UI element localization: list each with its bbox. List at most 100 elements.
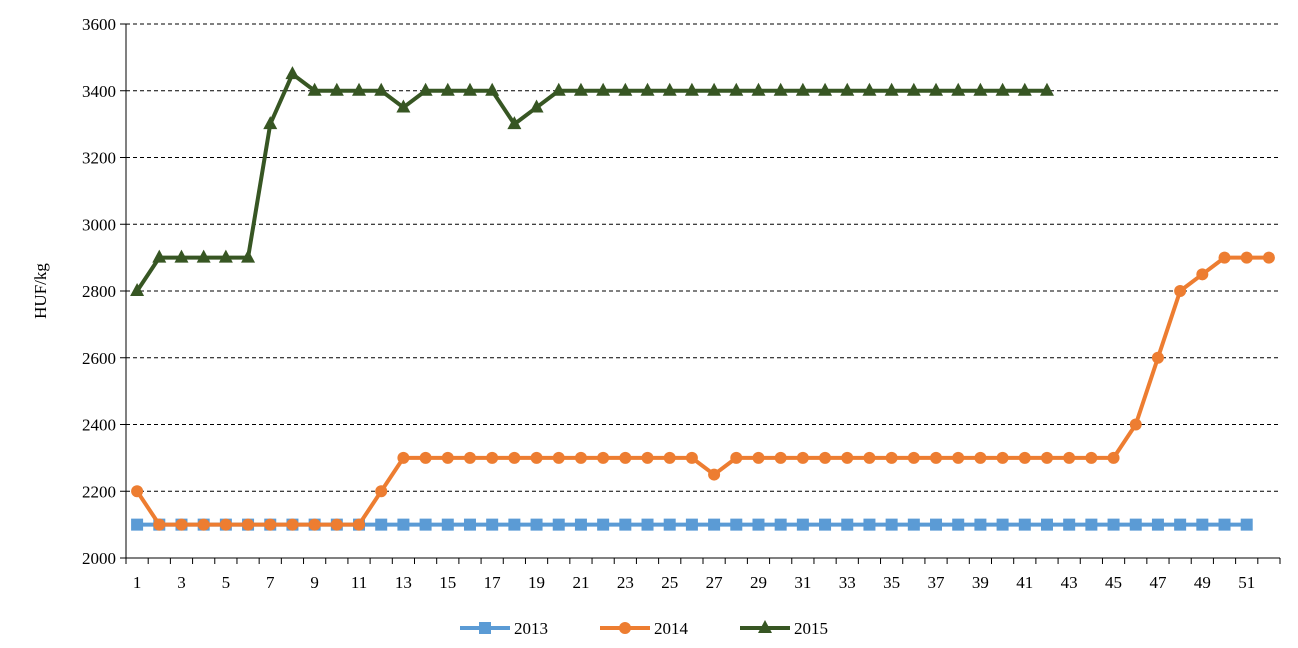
data-point-2014 (1018, 451, 1031, 464)
data-point-2013 (1218, 518, 1231, 531)
x-tick-label: 41 (1016, 573, 1033, 592)
data-point-2015 (263, 116, 278, 130)
data-point-2014 (752, 451, 765, 464)
y-axis-title: HUF/kg (31, 263, 50, 319)
data-point-2013 (930, 518, 943, 531)
data-point-2014 (1174, 285, 1187, 297)
data-point-2015 (1039, 82, 1054, 96)
legend-label: 2014 (654, 619, 689, 638)
data-point-2015 (396, 99, 411, 113)
data-point-2014 (641, 451, 654, 464)
series-lines (130, 66, 1275, 531)
data-point-2015 (152, 249, 167, 263)
data-point-2013 (752, 518, 765, 531)
x-tick-label: 11 (351, 573, 367, 592)
data-point-2013 (1196, 518, 1209, 531)
data-point-2015 (352, 82, 367, 96)
data-point-2014 (508, 451, 521, 464)
data-point-2013 (841, 518, 854, 531)
data-point-2013 (574, 518, 587, 531)
data-point-2014 (530, 451, 543, 464)
data-point-2014 (1196, 268, 1209, 281)
legend-label: 2015 (794, 619, 828, 638)
data-point-2014 (1240, 251, 1253, 264)
data-point-2013 (996, 518, 1009, 531)
y-tick-label: 2200 (82, 482, 116, 501)
data-point-2013 (863, 518, 876, 531)
data-point-2013 (1151, 518, 1164, 531)
data-point-2014 (286, 518, 299, 531)
legend-swatch-marker (479, 622, 491, 634)
data-point-2013 (419, 518, 432, 531)
data-point-2014 (1151, 351, 1164, 364)
data-point-2014 (663, 451, 676, 464)
data-point-2014 (730, 451, 743, 464)
data-point-2015 (618, 82, 633, 96)
x-tick-label: 33 (839, 573, 856, 592)
data-point-2014 (1063, 451, 1076, 464)
data-point-2013 (708, 518, 721, 531)
data-point-2014 (219, 518, 232, 531)
data-point-2015 (773, 82, 788, 96)
x-tick-label: 37 (928, 573, 946, 592)
x-tick-label: 7 (266, 573, 275, 592)
x-tick-label: 27 (706, 573, 724, 592)
data-point-2013 (1063, 518, 1076, 531)
y-tick-label: 2600 (82, 349, 116, 368)
data-point-2014 (1085, 451, 1098, 464)
data-point-2013 (885, 518, 898, 531)
data-point-2014 (197, 518, 210, 531)
data-point-2013 (552, 518, 565, 531)
data-point-2015 (418, 82, 433, 96)
gridlines (126, 23, 1280, 492)
series-2015 (130, 66, 1054, 296)
data-point-2015 (995, 82, 1010, 96)
data-point-2013 (508, 518, 521, 531)
data-point-2015 (529, 99, 544, 113)
data-point-2014 (397, 451, 410, 464)
legend-item-2013: 2013 (460, 619, 548, 638)
y-tick-label: 2400 (82, 416, 116, 435)
data-point-2015 (707, 82, 722, 96)
data-point-2015 (1017, 82, 1032, 96)
data-point-2013 (530, 518, 543, 531)
legend-label: 2013 (514, 619, 548, 638)
data-point-2015 (862, 82, 877, 96)
data-point-2014 (685, 451, 698, 464)
data-point-2015 (196, 249, 211, 263)
data-point-2013 (974, 518, 987, 531)
data-point-2014 (574, 451, 587, 464)
y-tick-label: 2800 (82, 282, 116, 301)
y-tick-label: 3600 (82, 15, 116, 34)
data-point-2013 (597, 518, 610, 531)
y-tick-label: 3000 (82, 215, 116, 234)
x-tick-label: 51 (1238, 573, 1255, 592)
data-point-2015 (884, 82, 899, 96)
data-point-2014 (708, 468, 721, 481)
data-point-2013 (730, 518, 743, 531)
data-point-2013 (463, 518, 476, 531)
x-tick-label: 9 (310, 573, 319, 592)
series-2014 (131, 251, 1275, 531)
x-tick-label: 29 (750, 573, 767, 592)
data-point-2014 (1107, 451, 1120, 464)
data-point-2015 (285, 66, 300, 80)
data-point-2014 (441, 451, 454, 464)
series-line-2014 (135, 255, 1269, 527)
x-tick-label: 3 (177, 573, 186, 592)
data-point-2014 (774, 451, 787, 464)
x-tick-label: 23 (617, 573, 634, 592)
data-point-2013 (486, 518, 499, 531)
data-point-2015 (662, 82, 677, 96)
data-point-2014 (308, 518, 321, 531)
x-tick-label: 25 (661, 573, 678, 592)
data-point-2015 (973, 82, 988, 96)
y-tick-label: 3400 (82, 82, 116, 101)
data-point-2013 (619, 518, 632, 531)
data-point-2015 (241, 249, 256, 263)
data-point-2014 (353, 518, 366, 531)
legend-item-2014: 2014 (600, 619, 689, 638)
data-point-2014 (597, 451, 610, 464)
data-point-2015 (906, 82, 921, 96)
